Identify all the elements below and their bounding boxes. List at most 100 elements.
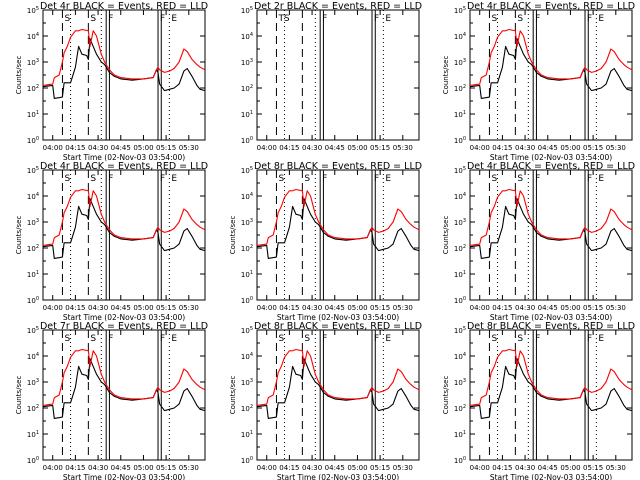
y-tick-mantissa: 10 <box>241 33 250 41</box>
x-tick-label: 05:00 <box>560 304 580 312</box>
x-tick-label: 05:30 <box>606 304 626 312</box>
event-marker-label: E <box>171 14 177 24</box>
x-tick-label: 04:45 <box>111 304 131 312</box>
series-lld-line <box>42 28 206 86</box>
x-tick-label: 04:15 <box>492 304 512 312</box>
y-tick-mantissa: 10 <box>27 271 36 279</box>
y-tick-exponent: 4 <box>36 192 39 198</box>
x-tick-label: 05:00 <box>133 144 153 152</box>
y-tick-exponent: 3 <box>36 218 39 224</box>
event-marker-label: S <box>64 14 70 24</box>
y-tick-exponent: 1 <box>36 270 39 276</box>
y-tick-exponent: 1 <box>250 110 253 116</box>
y-tick-mantissa: 10 <box>241 137 250 145</box>
event-marker-label: S <box>278 334 284 344</box>
x-tick-label: 04:00 <box>43 304 63 312</box>
y-tick-label: 101 <box>241 270 253 279</box>
chart-title: Det 4r BLACK = Events, RED = LLD <box>467 161 635 172</box>
event-marker-label: S <box>90 14 96 24</box>
y-tick-mantissa: 10 <box>454 219 463 227</box>
y-tick-label: 102 <box>27 84 39 93</box>
y-tick-mantissa: 10 <box>454 405 463 413</box>
chart-title: Det 4r BLACK = Events, RED = LLD <box>40 1 208 12</box>
y-tick-exponent: 4 <box>250 32 253 38</box>
y-tick-label: 102 <box>454 404 466 413</box>
plot-frame <box>256 9 420 141</box>
y-axis-label: Counts/sec <box>229 216 237 255</box>
y-tick-mantissa: 10 <box>241 111 250 119</box>
y-tick-label: 104 <box>241 352 253 361</box>
event-marker-label: S <box>517 334 523 344</box>
x-tick-label: 04:30 <box>302 304 322 312</box>
y-tick-mantissa: 10 <box>27 327 36 335</box>
y-tick-mantissa: 10 <box>241 245 250 253</box>
y-tick-exponent: 0 <box>463 296 466 302</box>
x-tick-label: 04:00 <box>470 464 490 472</box>
y-tick-mantissa: 10 <box>454 167 463 175</box>
y-tick-mantissa: 10 <box>241 193 250 201</box>
y-tick-exponent: 3 <box>36 378 39 384</box>
x-tick-label: 05:00 <box>560 144 580 152</box>
y-tick-mantissa: 10 <box>241 297 250 305</box>
y-tick-mantissa: 10 <box>454 431 463 439</box>
y-tick-mantissa: 10 <box>241 353 250 361</box>
series-events-line <box>42 358 206 419</box>
x-tick-label: 04:30 <box>515 144 535 152</box>
event-marker-label: F <box>108 14 113 24</box>
y-tick-exponent: 3 <box>250 218 253 224</box>
y-tick-mantissa: 10 <box>241 7 250 15</box>
y-tick-mantissa: 10 <box>27 137 36 145</box>
y-tick-mantissa: 10 <box>27 59 36 67</box>
y-tick-exponent: 5 <box>36 6 39 12</box>
x-tick-label: 04:00 <box>257 304 277 312</box>
event-marker-label: E <box>598 174 604 184</box>
plot-frame <box>42 169 206 301</box>
y-tick-label: 104 <box>27 352 39 361</box>
event-marker-label: S <box>64 174 70 184</box>
y-tick-mantissa: 10 <box>454 85 463 93</box>
x-tick-label: 04:45 <box>325 304 345 312</box>
y-tick-mantissa: 10 <box>27 379 36 387</box>
y-tick-exponent: 5 <box>36 166 39 172</box>
y-tick-label: 104 <box>27 32 39 41</box>
y-tick-exponent: 0 <box>36 456 39 462</box>
plot-frame <box>42 329 206 461</box>
y-tick-label: 105 <box>454 166 466 175</box>
y-tick-mantissa: 10 <box>241 59 250 67</box>
y-tick-mantissa: 10 <box>27 297 36 305</box>
x-tick-label: 04:00 <box>257 464 277 472</box>
x-tick-label: 05:00 <box>133 464 153 472</box>
y-tick-exponent: 3 <box>463 218 466 224</box>
y-tick-label: 102 <box>454 84 466 93</box>
event-marker-label: F <box>374 14 379 24</box>
event-marker-label: F <box>322 174 327 184</box>
y-tick-mantissa: 10 <box>27 33 36 41</box>
x-tick-label: 04:30 <box>88 144 108 152</box>
y-tick-exponent: 0 <box>250 456 253 462</box>
event-marker-label: F <box>587 174 592 184</box>
y-tick-label: 104 <box>454 352 466 361</box>
event-marker-label: S <box>491 334 497 344</box>
event-marker-label: S <box>491 14 497 24</box>
x-tick-label: 05:15 <box>583 304 603 312</box>
event-marker-label: S <box>517 174 523 184</box>
event-marker-label: E <box>598 334 604 344</box>
x-tick-label: 05:00 <box>133 304 153 312</box>
x-tick-label: 04:15 <box>279 304 299 312</box>
y-tick-mantissa: 10 <box>241 271 250 279</box>
y-tick-label: 101 <box>454 110 466 119</box>
x-axis-label: Start Time (02-Nov-03 03:54:00) <box>63 473 185 480</box>
plot-frame <box>469 169 633 301</box>
y-tick-exponent: 0 <box>463 136 466 142</box>
y-tick-exponent: 2 <box>463 84 466 90</box>
event-marker-label: S <box>491 174 497 184</box>
y-tick-label: 103 <box>454 378 466 387</box>
event-marker-label: F <box>108 174 113 184</box>
series-events-line <box>256 358 420 419</box>
series-lld-line <box>469 28 633 86</box>
series-lld-line <box>256 188 420 246</box>
y-tick-exponent: 0 <box>250 296 253 302</box>
y-tick-mantissa: 10 <box>241 327 250 335</box>
y-tick-label: 100 <box>454 296 466 305</box>
